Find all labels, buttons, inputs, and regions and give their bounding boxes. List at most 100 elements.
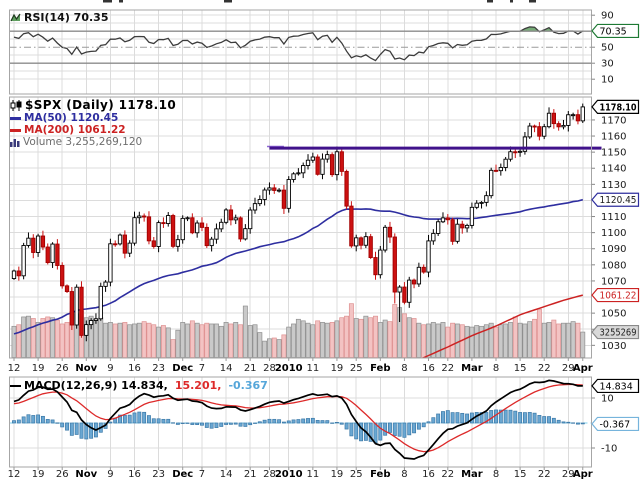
macd-histogram bbox=[12, 409, 585, 444]
svg-text:Feb: Feb bbox=[370, 469, 390, 480]
svg-text:1100: 1100 bbox=[601, 228, 626, 239]
svg-text:1030: 1030 bbox=[601, 341, 626, 352]
svg-text:Feb: Feb bbox=[370, 363, 390, 374]
svg-text:8: 8 bbox=[493, 469, 499, 480]
svg-text:15: 15 bbox=[514, 363, 527, 374]
svg-text:22: 22 bbox=[441, 469, 454, 480]
macd-panel bbox=[9, 379, 592, 460]
candlesticks bbox=[11, 103, 585, 342]
svg-text:Apr: Apr bbox=[573, 469, 593, 480]
macd-label-text: MACD(12,26,9) 14.834, bbox=[24, 379, 168, 392]
svg-text:22: 22 bbox=[441, 363, 454, 374]
svg-text:19: 19 bbox=[331, 469, 344, 480]
svg-text:15: 15 bbox=[514, 469, 527, 480]
svg-text:19: 19 bbox=[32, 469, 45, 480]
svg-text:8: 8 bbox=[401, 469, 407, 480]
panel-borders bbox=[9, 9, 592, 468]
axis-value-tags: 70.35 1178.10 1120.45 1061.22 3255269 14.834 -… bbox=[591, 23, 640, 432]
rsi-band-lines bbox=[9, 30, 592, 64]
resistance-line bbox=[267, 145, 602, 150]
clipped-title-fragments bbox=[103, 0, 536, 3]
svg-text:1110: 1110 bbox=[601, 212, 626, 223]
macd-signal-value: 15.201, bbox=[174, 379, 222, 392]
svg-text:90: 90 bbox=[601, 11, 614, 22]
svg-text:22: 22 bbox=[538, 469, 551, 480]
volume-legend: Volume 3,255,269,120 bbox=[10, 136, 142, 148]
ma50-legend-text: MA(50) 1120.45 bbox=[24, 112, 119, 124]
macd-histogram-value: -0.367 bbox=[228, 379, 268, 392]
ma50-line-swatch bbox=[10, 116, 21, 120]
rsi-overbought-fill bbox=[520, 26, 539, 32]
svg-text:9: 9 bbox=[107, 469, 113, 480]
ma200-legend-text: MA(200) 1061.22 bbox=[24, 124, 126, 136]
svg-text:-10: -10 bbox=[601, 444, 617, 455]
svg-text:3255269: 3255269 bbox=[600, 328, 637, 339]
svg-text:10: 10 bbox=[601, 75, 614, 86]
svg-text:Nov: Nov bbox=[75, 363, 97, 374]
svg-text:21: 21 bbox=[244, 469, 257, 480]
svg-text:7: 7 bbox=[199, 469, 205, 480]
svg-text:9: 9 bbox=[107, 363, 113, 374]
svg-text:1130: 1130 bbox=[601, 180, 626, 191]
volume-bars bbox=[11, 303, 586, 358]
ma200-line-swatch bbox=[10, 128, 21, 132]
svg-text:16: 16 bbox=[128, 469, 141, 480]
macd-line bbox=[13, 379, 583, 460]
svg-text:28: 28 bbox=[263, 469, 276, 480]
svg-text:Nov: Nov bbox=[75, 469, 97, 480]
svg-text:1050: 1050 bbox=[601, 309, 626, 320]
svg-text:14.834: 14.834 bbox=[600, 381, 633, 392]
ma50-value-tag: 1120.45 bbox=[591, 192, 640, 207]
svg-text:1140: 1140 bbox=[601, 164, 626, 175]
svg-text:Apr: Apr bbox=[573, 363, 593, 374]
svg-text:-0.367: -0.367 bbox=[600, 419, 631, 430]
svg-text:1090: 1090 bbox=[601, 244, 626, 255]
svg-text:11: 11 bbox=[306, 469, 319, 480]
svg-text:1061.22: 1061.22 bbox=[600, 291, 637, 302]
svg-text:Dec: Dec bbox=[172, 363, 193, 374]
svg-text:12: 12 bbox=[8, 469, 21, 480]
svg-text:28: 28 bbox=[263, 363, 276, 374]
svg-text:26: 26 bbox=[56, 469, 69, 480]
ma50-line bbox=[13, 198, 584, 335]
svg-text:50: 50 bbox=[601, 43, 614, 54]
svg-text:12: 12 bbox=[8, 363, 21, 374]
macd-indicator-label: MACD(12,26,9) 14.834, 15.201, -0.367 bbox=[10, 379, 268, 392]
last-price-tag: 1178.10 bbox=[591, 99, 640, 114]
symbol-title-label: $SPX (Daily) 1178.10 bbox=[10, 98, 176, 112]
ma200-value-tag: 1061.22 bbox=[591, 287, 640, 303]
ma200-line bbox=[421, 294, 583, 358]
svg-text:23: 23 bbox=[152, 363, 165, 374]
svg-text:10: 10 bbox=[601, 394, 614, 405]
svg-text:1120.45: 1120.45 bbox=[600, 195, 637, 206]
svg-text:16: 16 bbox=[128, 363, 141, 374]
rsi-line bbox=[13, 26, 584, 62]
svg-text:Mar: Mar bbox=[461, 363, 483, 374]
svg-text:25: 25 bbox=[350, 363, 363, 374]
svg-text:26: 26 bbox=[56, 363, 69, 374]
svg-text:25: 25 bbox=[350, 469, 363, 480]
svg-text:11: 11 bbox=[306, 363, 319, 374]
svg-text:1160: 1160 bbox=[601, 132, 626, 143]
svg-text:16: 16 bbox=[422, 469, 435, 480]
macd-hist-value-tag: -0.367 bbox=[591, 416, 640, 432]
macd-line-swatch bbox=[10, 384, 21, 387]
ma200-legend: MA(200) 1061.22 bbox=[10, 124, 126, 136]
svg-text:29: 29 bbox=[562, 363, 575, 374]
symbol-title-text: $SPX (Daily) 1178.10 bbox=[25, 98, 177, 112]
svg-text:70.35: 70.35 bbox=[600, 26, 627, 37]
ma50-legend: MA(50) 1120.45 bbox=[10, 112, 118, 124]
rsi-value-tag: 70.35 bbox=[591, 23, 640, 39]
rsi-indicator-label: RSI(14) 70.35 bbox=[10, 11, 108, 24]
candlestick-icon bbox=[10, 99, 22, 111]
svg-text:7: 7 bbox=[199, 363, 205, 374]
svg-text:1080: 1080 bbox=[601, 260, 626, 271]
svg-text:Mar: Mar bbox=[461, 469, 483, 480]
svg-text:22: 22 bbox=[538, 363, 551, 374]
svg-text:19: 19 bbox=[331, 363, 344, 374]
svg-text:8: 8 bbox=[493, 363, 499, 374]
svg-text:8: 8 bbox=[401, 363, 407, 374]
